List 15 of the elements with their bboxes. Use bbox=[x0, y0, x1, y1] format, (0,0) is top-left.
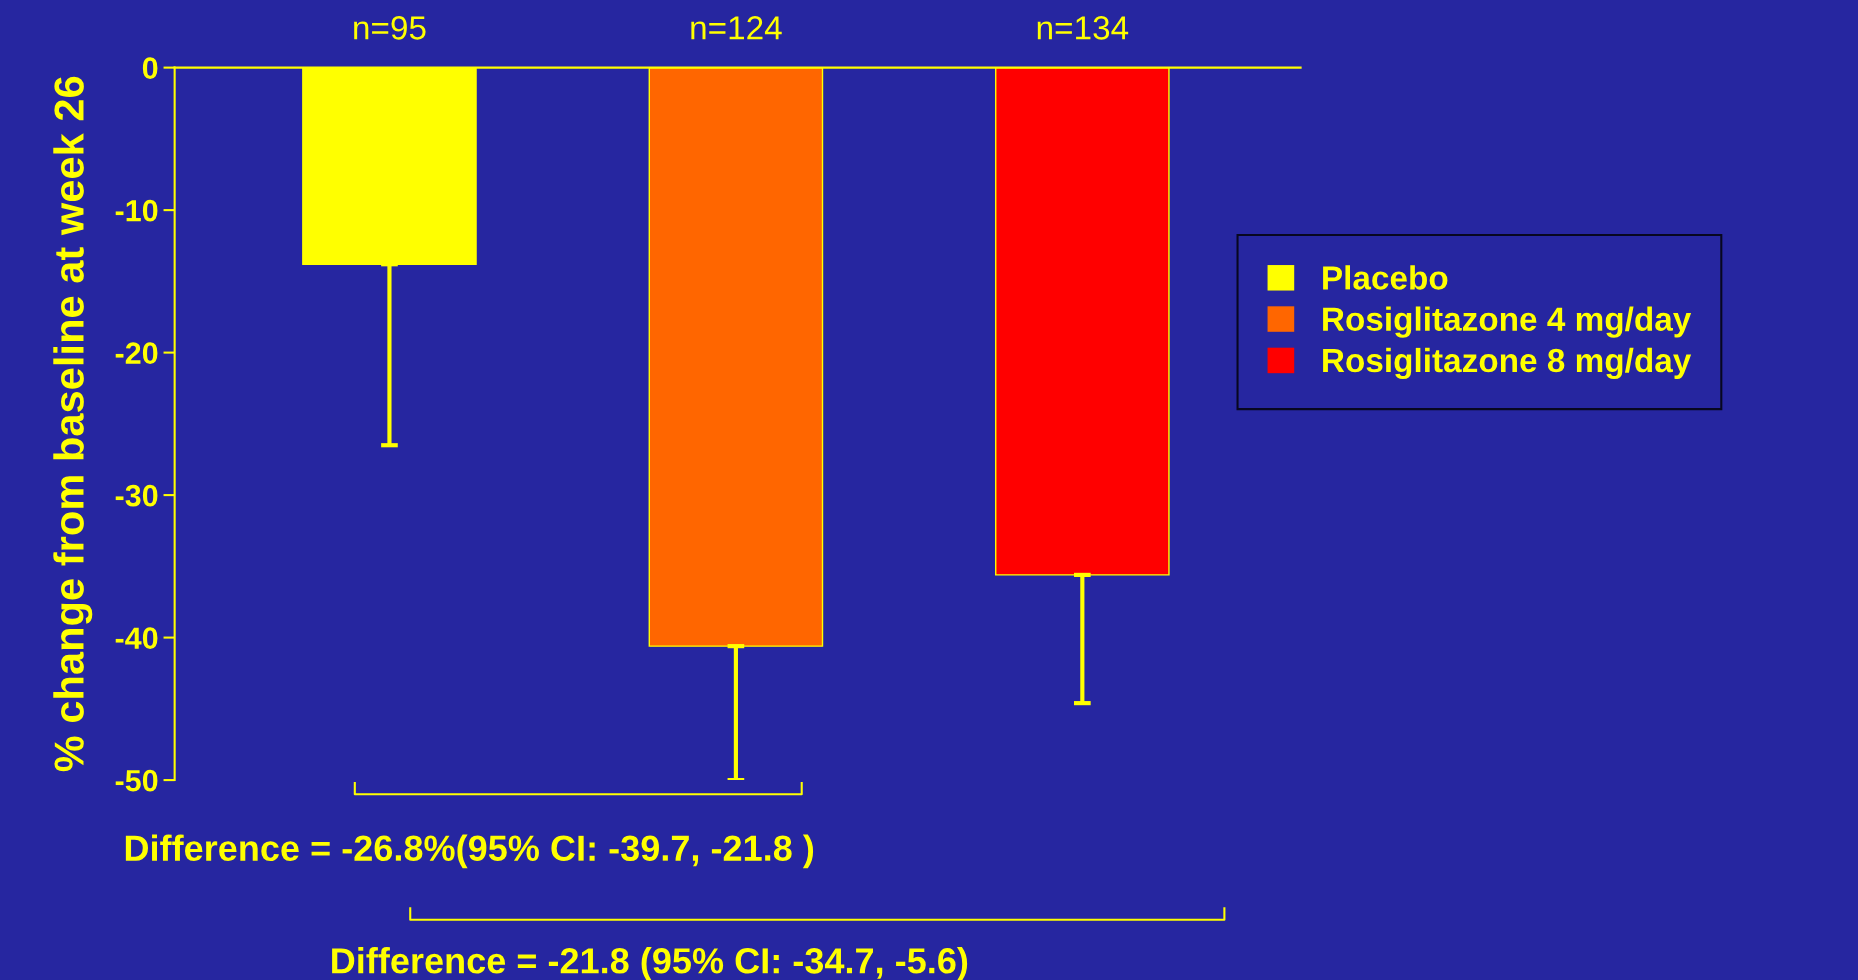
y-tick-label: 0 bbox=[142, 57, 158, 79]
y-tick-label: -30 bbox=[115, 484, 158, 507]
text: n=95 bbox=[354, 16, 426, 40]
legend-label: Rosiglitazone 4 mg/day bbox=[1323, 306, 1692, 338]
text: Difference = -21.8 (95% CI: -34.7, -5.6) bbox=[332, 947, 968, 980]
text: n=124 bbox=[691, 16, 782, 40]
y-tick-label: -20 bbox=[115, 342, 158, 364]
y-tick-label: -10 bbox=[115, 199, 158, 222]
y-tick-label: -40 bbox=[115, 627, 158, 649]
y-axis-title: % change from baseline at week 26 bbox=[53, 76, 93, 772]
y-tick-label: -50 bbox=[115, 769, 158, 792]
legend-label: Rosiglitazone 8 mg/day bbox=[1323, 347, 1692, 380]
text: Difference = -26.8%(95% CI: -39.7, -21.8 ) bbox=[125, 834, 814, 869]
legend-label: Placebo bbox=[1323, 265, 1448, 290]
text: n=134 bbox=[1037, 16, 1129, 40]
